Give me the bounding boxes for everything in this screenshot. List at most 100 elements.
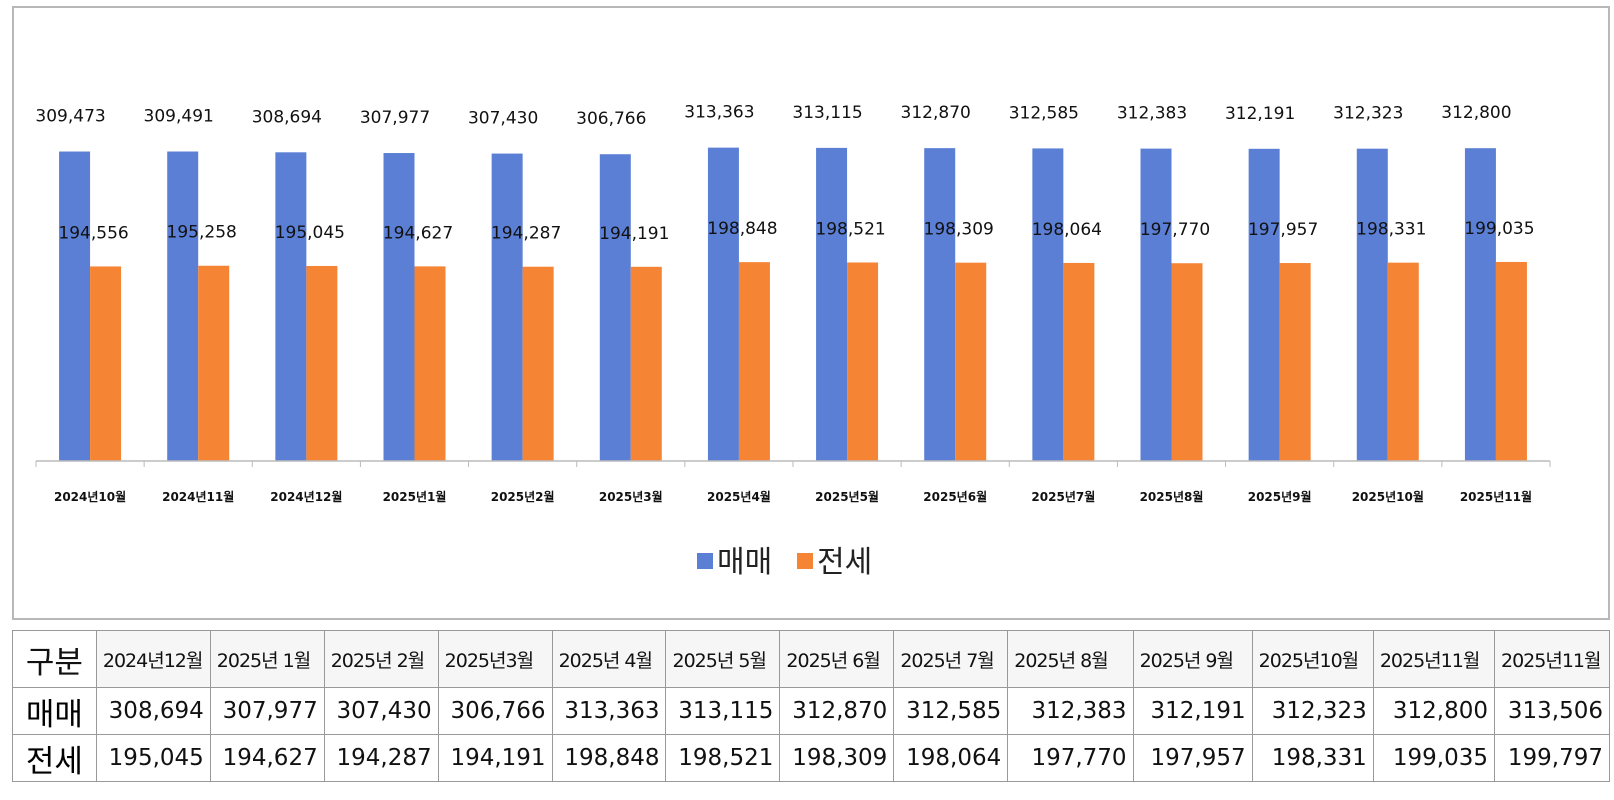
tick-label-8: 2025년6월: [923, 489, 987, 504]
bar-sale-10: [1140, 148, 1172, 461]
table-corner-label: 구분: [12, 630, 97, 688]
table-row: 매매 308,694 307,977 307,430 306,766 313,363 313…: [12, 687, 1610, 735]
value-label-jeonse-11: 197,957: [1248, 220, 1318, 240]
bar-jeonse-5: [630, 266, 662, 461]
tick-label-12: 2025년10월: [1352, 489, 1424, 504]
table-cell: 307,977: [209, 687, 325, 735]
tick-label-4: 2025년2월: [491, 489, 555, 504]
table-col-header-3: 2025년3월: [437, 630, 553, 688]
table-cell: 198,848: [551, 734, 667, 782]
value-label-jeonse-13: 199,035: [1464, 219, 1534, 239]
legend-label-jeonse: 전세: [817, 545, 872, 580]
table-cell: 198,064: [893, 734, 1009, 782]
table-cell: 198,331: [1251, 734, 1374, 782]
value-label-sale-5: 306,766: [576, 109, 646, 129]
tick-label-5: 2025년3월: [599, 489, 663, 504]
tick-label-6: 2025년4월: [707, 489, 771, 504]
tick-label-2: 2024년12월: [270, 489, 342, 504]
table-col-header-6: 2025년 6월: [779, 630, 895, 688]
table-col-header-4: 2025년 4월: [551, 630, 667, 688]
bar-sale-0: [59, 151, 91, 462]
bar-sale-1: [167, 151, 199, 461]
table-col-header-11: 2025년11월: [1372, 630, 1496, 688]
tick-label-9: 2025년7월: [1031, 489, 1095, 504]
value-label-sale-3: 307,977: [360, 108, 430, 128]
value-label-sale-6: 313,363: [684, 103, 754, 123]
table-cell: 313,506: [1494, 687, 1610, 735]
value-label-jeonse-6: 198,848: [707, 219, 777, 239]
value-label-sale-13: 312,800: [1441, 103, 1511, 123]
table-cell: 195,045: [95, 734, 211, 782]
value-label-jeonse-2: 195,045: [275, 223, 345, 243]
bar-sale-9: [1032, 148, 1064, 462]
legend-label-sale: 매매: [717, 545, 772, 580]
table-col-header-0: 2024년12월: [95, 630, 211, 688]
value-label-sale-11: 312,191: [1225, 104, 1295, 124]
value-labels-group: 309,473 194,556 309,491 195,258 308,694 195,0…: [35, 103, 1534, 244]
table-cell: 194,191: [437, 734, 553, 782]
legend: 매매 전세: [697, 545, 872, 580]
value-label-jeonse-10: 197,770: [1140, 220, 1210, 240]
value-label-sale-8: 312,870: [901, 103, 971, 123]
value-label-sale-12: 312,323: [1333, 104, 1403, 124]
bar-sale-13: [1464, 148, 1496, 461]
table-cell: 313,363: [551, 687, 667, 735]
legend-swatch-jeonse: [797, 553, 813, 569]
value-label-sale-0: 309,473: [35, 107, 105, 127]
table-cell: 312,800: [1372, 687, 1496, 735]
table-cell: 313,115: [665, 687, 781, 735]
bar-chart: 309,473 194,556 309,491 195,258 308,694 195,0…: [35, 103, 1551, 580]
table-cell: 199,797: [1494, 734, 1610, 782]
bar-series-group: [59, 147, 1527, 462]
bar-jeonse-1: [198, 265, 230, 461]
table-cell: 312,323: [1251, 687, 1374, 735]
bar-sale-2: [275, 152, 307, 461]
tick-label-1: 2024년11월: [162, 489, 234, 504]
table-cell: 312,585: [893, 687, 1009, 735]
value-label-sale-9: 312,585: [1009, 103, 1079, 123]
tick-label-3: 2025년1월: [383, 489, 447, 504]
bar-jeonse-3: [414, 266, 446, 461]
value-label-sale-7: 313,115: [792, 103, 862, 123]
tick-label-11: 2025년9월: [1248, 489, 1312, 504]
table-cell: 306,766: [437, 687, 553, 735]
table-cell: 312,383: [1007, 687, 1134, 735]
table-cell: 194,287: [323, 734, 439, 782]
table-col-header-10: 2025년10월: [1251, 630, 1374, 688]
value-label-sale-10: 312,383: [1117, 104, 1187, 124]
table-cell: 197,770: [1007, 734, 1134, 782]
tick-label-0: 2024년10월: [54, 489, 126, 504]
table-cell: 198,521: [665, 734, 781, 782]
table-cell: 312,870: [779, 687, 895, 735]
bar-sale-12: [1356, 148, 1388, 461]
value-label-jeonse-12: 198,331: [1356, 220, 1426, 240]
table-col-header-5: 2025년 5월: [665, 630, 781, 688]
bar-sale-6: [707, 147, 739, 461]
table-col-header-12: 2025년11월: [1494, 630, 1610, 688]
table-cell: 197,957: [1132, 734, 1253, 782]
bar-jeonse-0: [90, 266, 122, 461]
table-cell: 194,627: [209, 734, 325, 782]
legend-swatch-sale: [697, 553, 713, 569]
table-col-header-9: 2025년 9월: [1132, 630, 1253, 688]
table-row: 전세 195,045 194,627 194,287 194,191 198,848 198…: [12, 734, 1610, 782]
bar-jeonse-12: [1387, 262, 1419, 461]
table-row-label: 전세: [12, 734, 97, 782]
value-label-sale-2: 308,694: [252, 107, 322, 127]
bar-sale-3: [383, 153, 415, 461]
table-cell: 312,191: [1132, 687, 1253, 735]
tick-label-10: 2025년8월: [1140, 489, 1204, 504]
table-cell: 199,035: [1372, 734, 1496, 782]
value-label-jeonse-5: 194,191: [599, 224, 669, 244]
bar-sale-11: [1248, 148, 1280, 461]
value-label-jeonse-0: 194,556: [58, 223, 128, 243]
table-row-label: 매매: [12, 687, 97, 735]
x-axis-ticks: 2024년10월 2024년11월 2024년12월 2025년1월 2025년2월 20…: [35, 461, 1551, 504]
bar-jeonse-4: [522, 266, 554, 461]
value-label-jeonse-3: 194,627: [383, 223, 453, 243]
bar-jeonse-6: [738, 262, 770, 461]
value-label-sale-1: 309,491: [144, 107, 214, 127]
table-header-row: 구분 2024년12월 2025년 1월 2025년 2월 2025년3월 2025년 4…: [12, 630, 1610, 688]
bar-jeonse-11: [1279, 263, 1311, 461]
value-label-sale-4: 307,430: [468, 109, 538, 129]
